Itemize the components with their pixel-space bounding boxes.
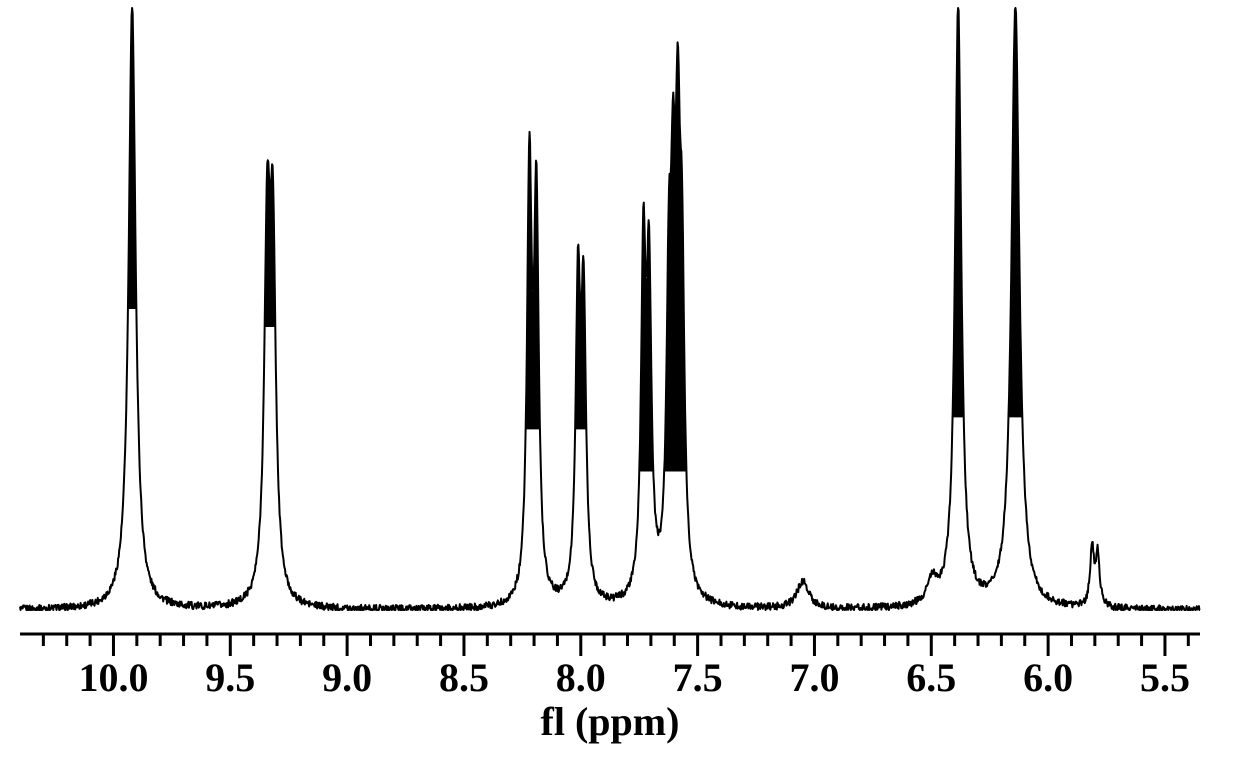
spectrum-trace (20, 8, 1200, 610)
x-tick-label: 5.5 (1140, 655, 1190, 700)
x-tick-label: 8.0 (556, 655, 606, 700)
nmr-spectrum-figure: 10.0 9.5 9.0 8.5 8.0 7.5 7.0 6.5 6.0 5.5 fl (ppm) (0, 0, 1240, 759)
x-tick-label: 7.0 (789, 655, 839, 700)
x-tick-label: 8.5 (439, 655, 489, 700)
x-axis-label: fl (ppm) (541, 699, 680, 744)
x-tick-label: 6.5 (906, 655, 956, 700)
x-tick-label: 9.5 (205, 655, 255, 700)
x-tick-label: 10.0 (78, 655, 148, 700)
x-axis (20, 634, 1200, 656)
x-tick-label: 6.0 (1023, 655, 1073, 700)
x-tick-label: 7.5 (673, 655, 723, 700)
nmr-spectrum-svg: 10.0 9.5 9.0 8.5 8.0 7.5 7.0 6.5 6.0 5.5 fl (ppm) (0, 0, 1240, 759)
x-tick-label: 9.0 (322, 655, 372, 700)
spectrum-line (20, 8, 1200, 610)
x-axis-tick-labels: 10.0 9.5 9.0 8.5 8.0 7.5 7.0 6.5 6.0 5.5 (78, 655, 1189, 700)
